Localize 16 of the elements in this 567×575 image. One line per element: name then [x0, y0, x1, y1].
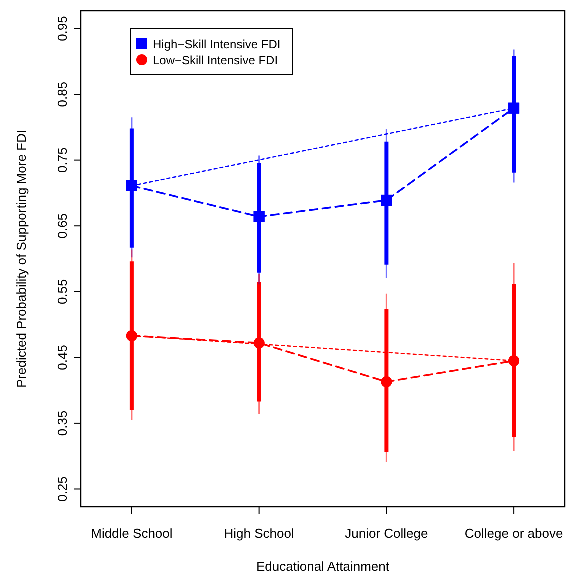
x-tick-label: High School	[224, 526, 294, 541]
y-tick-label: 0.45	[55, 345, 70, 370]
legend-label: Low−Skill Intensive FDI	[153, 54, 278, 68]
y-tick-label: 0.55	[55, 279, 70, 305]
x-tick-label: Middle School	[91, 526, 173, 541]
y-tick-label: 0.95	[55, 16, 70, 42]
y-axis-title: Predicted Probability of Supporting More FDI	[14, 130, 29, 388]
y-tick-label: 0.85	[55, 82, 70, 108]
y-tick-label: 0.75	[55, 148, 70, 173]
y-tick-label: 0.65	[55, 213, 70, 239]
x-axis-title: Educational Attainment	[256, 559, 390, 574]
y-tick-label: 0.25	[55, 476, 70, 502]
y-tick-label: 0.35	[55, 410, 70, 436]
x-tick-label: Junior College	[345, 526, 428, 541]
x-tick-label: College or above	[464, 526, 564, 541]
legend-label: High−Skill Intensive FDI	[153, 38, 281, 52]
